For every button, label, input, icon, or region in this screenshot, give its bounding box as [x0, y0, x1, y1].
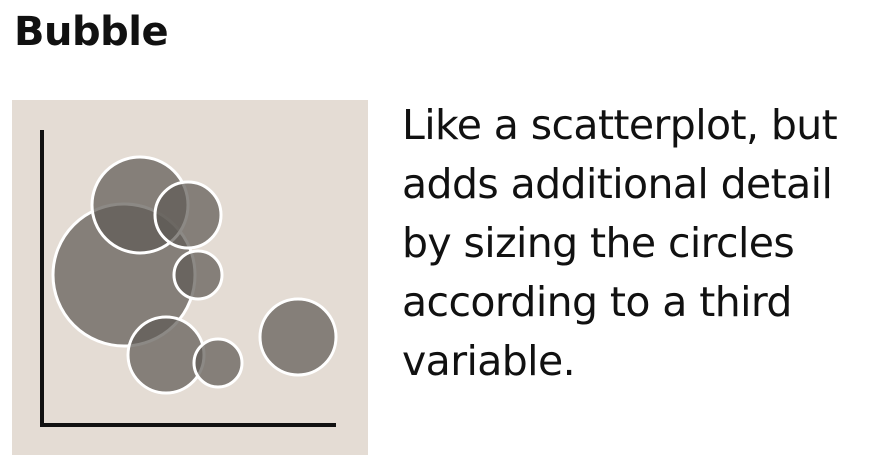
bubble-bottom-small: [192, 337, 244, 389]
card-title: Bubble: [14, 9, 169, 55]
bubble-bottom-medium: [126, 315, 206, 395]
chart-description: Like a scatterplot, but adds additional …: [402, 101, 838, 385]
bubble-chart-thumbnail: [12, 100, 368, 455]
bubble-middle-small: [172, 249, 224, 301]
bubble-chart-illustration: [40, 130, 338, 427]
bubble-right: [258, 297, 338, 377]
bubble-upper-right: [153, 180, 223, 250]
